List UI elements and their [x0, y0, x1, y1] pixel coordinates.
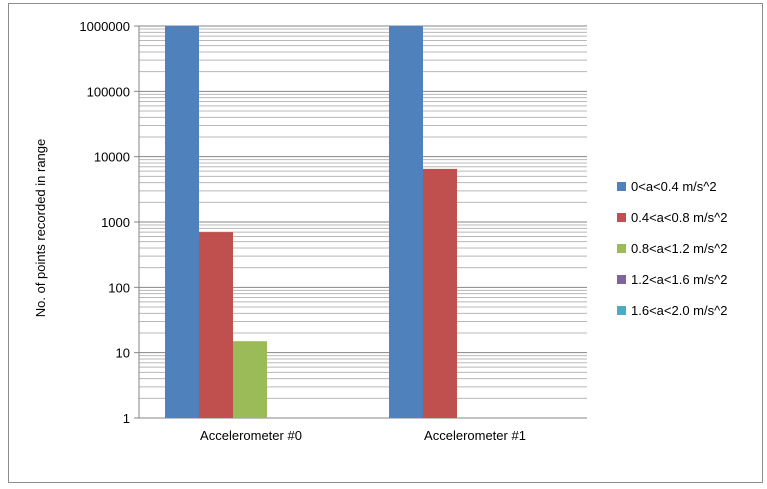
legend-label: 0.8<a<1.2 m/s^2: [631, 241, 727, 256]
bar: [233, 341, 267, 418]
y-tick-label: 1000: [101, 215, 130, 230]
bar: [199, 232, 233, 418]
axis-layer: No. of points recorded in range 1 10 100 10…: [33, 19, 526, 443]
legend-swatch: [617, 275, 626, 284]
y-axis-title: No. of points recorded in range: [33, 139, 48, 318]
x-category-label: Accelerometer #1: [424, 428, 526, 443]
x-category-label: Accelerometer #0: [200, 428, 302, 443]
legend-label: 0.4<a<0.8 m/s^2: [631, 210, 727, 225]
chart-frame: No. of points recorded in range 1 10 100 10…: [8, 3, 763, 483]
bar: [389, 26, 423, 418]
legend-swatch: [617, 182, 626, 191]
legend-label: 0<a<0.4 m/s^2: [631, 179, 717, 194]
y-tick-label: 10: [116, 346, 130, 361]
legend-swatch: [617, 306, 626, 315]
bar: [165, 26, 199, 418]
legend-label: 1.2<a<1.6 m/s^2: [631, 272, 727, 287]
y-tick-label: 100000: [87, 84, 130, 99]
legend-swatch: [617, 244, 626, 253]
legend: 0<a<0.4 m/s^2 0.4<a<0.8 m/s^2 0.8<a<1.2 m/…: [617, 179, 727, 318]
y-tick-label: 1: [123, 411, 130, 426]
legend-label: 1.6<a<2.0 m/s^2: [631, 303, 727, 318]
legend-swatch: [617, 213, 626, 222]
bar: [423, 168, 457, 418]
y-tick-label: 1000000: [79, 19, 130, 34]
bars-layer: [165, 26, 457, 418]
y-tick-label: 100: [108, 280, 130, 295]
y-tick-label: 10000: [94, 150, 130, 165]
chart-svg: No. of points recorded in range 1 10 100 10…: [33, 19, 727, 443]
